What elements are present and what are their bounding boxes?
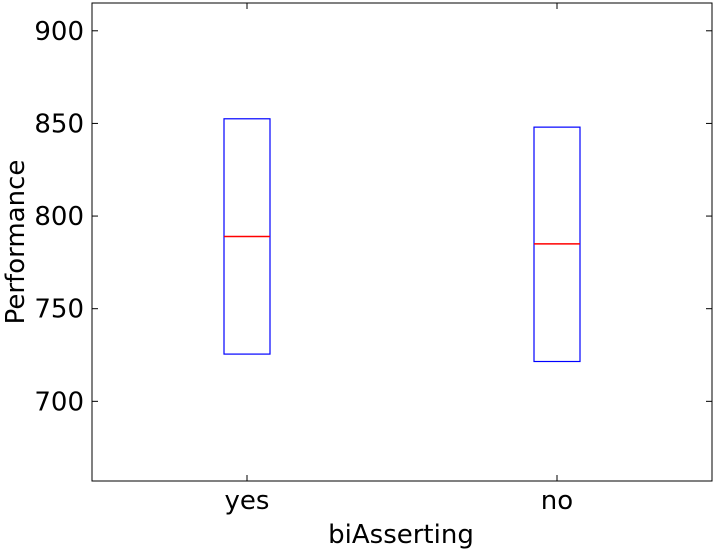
y-tick-label: 700 xyxy=(34,387,84,417)
y-tick-label: 800 xyxy=(34,202,84,232)
x-axis-label: biAsserting xyxy=(328,520,474,550)
boxes xyxy=(223,118,581,363)
y-tick-label: 900 xyxy=(34,17,84,47)
x-tick-label: yes xyxy=(225,486,270,516)
x-tick-label: no xyxy=(541,486,573,516)
y-tick-label: 850 xyxy=(34,109,84,139)
x-axis: yes no xyxy=(225,3,573,516)
y-axis-label: Performance xyxy=(1,160,31,325)
y-tick-label: 750 xyxy=(34,295,84,325)
y-axis: 700 750 800 850 900 xyxy=(34,17,712,417)
plot-frame xyxy=(91,2,713,482)
